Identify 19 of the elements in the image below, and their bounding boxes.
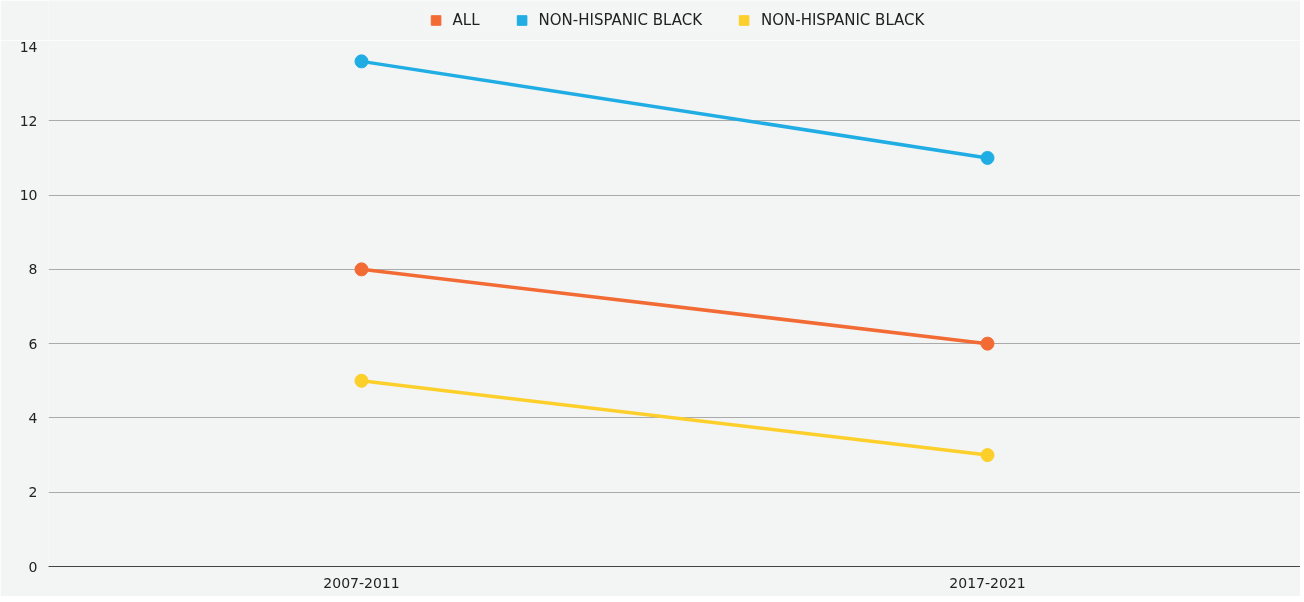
- point: [354, 262, 369, 277]
- point: [980, 150, 995, 165]
- point: [354, 54, 369, 69]
- y-tick-label: 4: [28, 409, 38, 426]
- point: [354, 373, 369, 388]
- legend-label: NON-HISPANIC BLACK: [538, 11, 702, 29]
- legend-label: ALL: [452, 11, 480, 29]
- y-tick-label: 12: [19, 112, 38, 129]
- x-tick-label: 2007-2011: [323, 574, 400, 591]
- y-tick-label: 8: [28, 261, 38, 278]
- x-tick-label: 2017-2021: [949, 574, 1026, 591]
- point: [980, 448, 995, 463]
- y-tick-label: 2: [28, 484, 38, 501]
- y-tick-label: 10: [19, 187, 38, 204]
- legend-label: NON-HISPANIC BLACK: [760, 11, 925, 29]
- y-tick-label: 6: [28, 335, 38, 352]
- y-tick-label: 14: [19, 38, 38, 55]
- y-tick-label: 0: [28, 558, 38, 575]
- point: [980, 336, 995, 351]
